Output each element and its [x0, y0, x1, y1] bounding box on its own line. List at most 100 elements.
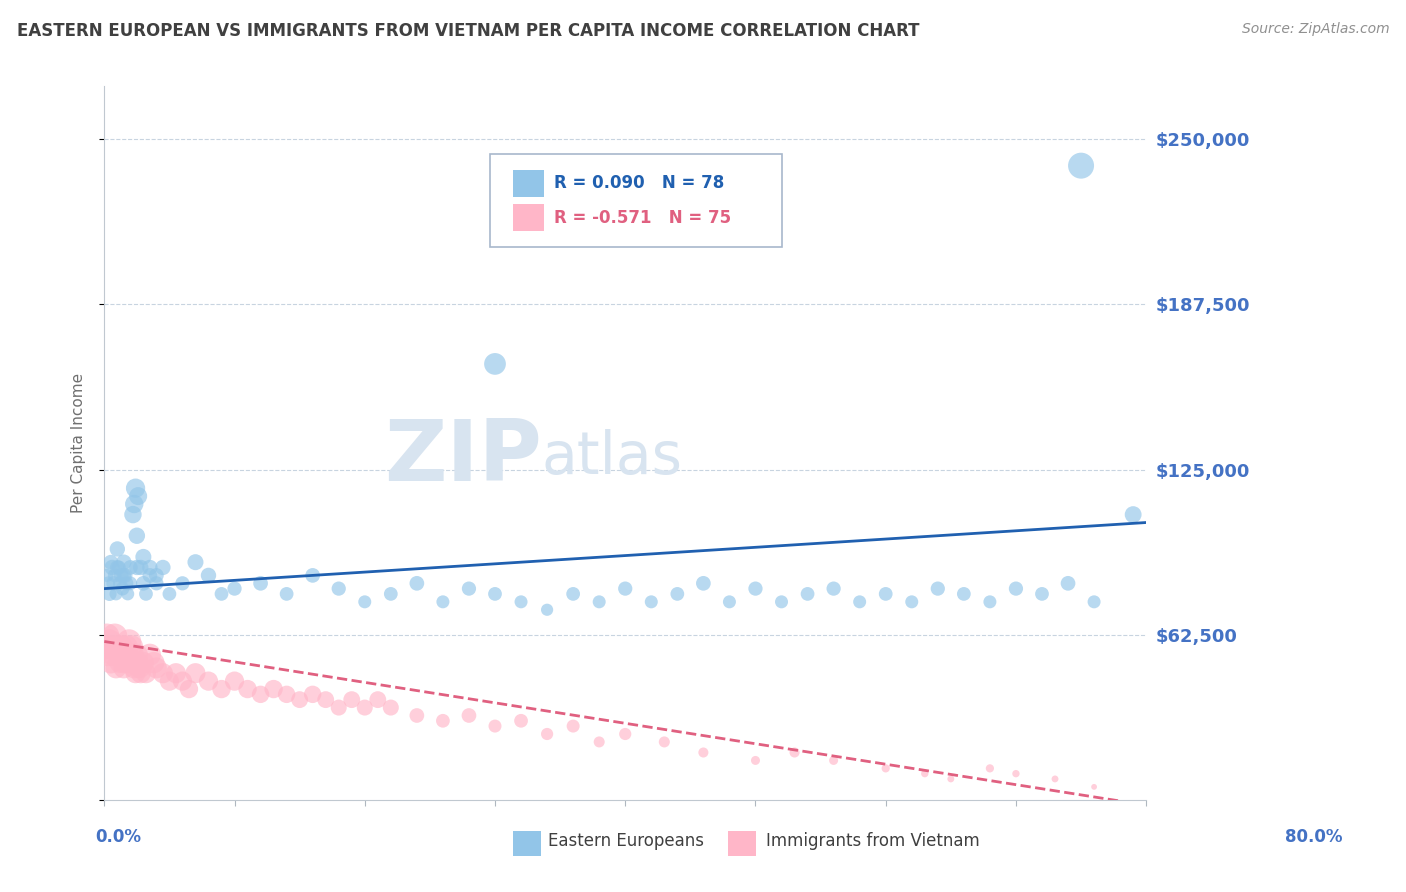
Point [939, 772, 962, 786]
Point [145, 576, 167, 591]
Point [128, 661, 150, 675]
Point [900, 595, 922, 609]
Point [770, 595, 793, 609]
Text: Immigrants from Vietnam: Immigrants from Vietnam [766, 832, 980, 850]
Point [927, 582, 949, 596]
Point [562, 719, 585, 733]
Point [112, 568, 135, 582]
Point [120, 576, 142, 591]
Point [107, 560, 129, 574]
Point [122, 508, 145, 522]
Point [125, 560, 148, 574]
Point [783, 746, 806, 760]
Point [152, 666, 174, 681]
Text: atlas: atlas [541, 429, 683, 486]
Point [98, 587, 121, 601]
Point [588, 595, 610, 609]
Point [105, 640, 128, 654]
Point [105, 587, 128, 601]
Bar [513, 169, 544, 197]
Text: 0.0%: 0.0% [96, 828, 142, 846]
Point [249, 687, 271, 701]
Point [458, 708, 481, 723]
Point [328, 700, 350, 714]
Text: EASTERN EUROPEAN VS IMMIGRANTS FROM VIETNAM PER CAPITA INCOME CORRELATION CHART: EASTERN EUROPEAN VS IMMIGRANTS FROM VIET… [17, 22, 920, 40]
Text: Source: ZipAtlas.com: Source: ZipAtlas.com [1241, 22, 1389, 37]
Point [1083, 595, 1105, 609]
Point [432, 595, 454, 609]
Point [197, 674, 219, 689]
Point [111, 648, 134, 662]
Text: R = -0.571   N = 75: R = -0.571 N = 75 [554, 209, 731, 227]
Point [139, 568, 162, 582]
Point [118, 634, 141, 648]
Point [132, 549, 155, 564]
Point [177, 681, 200, 696]
Point [1031, 587, 1053, 601]
Point [510, 595, 533, 609]
Point [105, 661, 128, 675]
Point [1043, 772, 1066, 786]
Point [276, 587, 298, 601]
Point [100, 656, 122, 670]
Point [172, 576, 194, 591]
Point [112, 555, 135, 569]
Point [145, 661, 167, 675]
Point [692, 746, 714, 760]
Point [157, 674, 180, 689]
Point [165, 666, 187, 681]
Point [157, 587, 180, 601]
Point [117, 648, 139, 662]
Point [614, 727, 637, 741]
Point [236, 681, 259, 696]
Point [129, 560, 152, 574]
Point [276, 687, 298, 701]
Point [97, 648, 120, 662]
Point [744, 582, 766, 596]
Point [536, 603, 558, 617]
Point [224, 674, 246, 689]
Text: Eastern Europeans: Eastern Europeans [548, 832, 704, 850]
Point [101, 560, 124, 574]
Point [914, 766, 936, 780]
Point [823, 582, 845, 596]
Point [184, 666, 207, 681]
Text: R = 0.090   N = 78: R = 0.090 N = 78 [554, 175, 724, 193]
Point [111, 582, 134, 596]
Point [135, 587, 157, 601]
Point [105, 541, 128, 556]
Bar [513, 204, 544, 231]
Point [979, 761, 1001, 775]
Point [979, 595, 1001, 609]
Point [125, 529, 148, 543]
Point [142, 656, 165, 670]
Point [249, 576, 271, 591]
Point [562, 587, 585, 601]
Point [315, 692, 337, 706]
Point [823, 754, 845, 768]
Point [510, 714, 533, 728]
Point [1005, 582, 1028, 596]
Point [114, 656, 136, 670]
Point [103, 576, 125, 591]
Point [152, 560, 174, 574]
Point [108, 656, 131, 670]
Point [640, 595, 662, 609]
Point [875, 587, 897, 601]
Point [380, 700, 402, 714]
Point [139, 560, 162, 574]
Point [588, 735, 610, 749]
Text: ZIP: ZIP [384, 416, 541, 499]
Point [353, 700, 375, 714]
Point [301, 687, 323, 701]
Point [211, 681, 233, 696]
Point [1070, 159, 1092, 173]
Point [652, 735, 675, 749]
Point [117, 587, 139, 601]
Point [1057, 576, 1080, 591]
Point [263, 681, 285, 696]
Point [100, 555, 122, 569]
Point [405, 576, 427, 591]
Point [115, 640, 138, 654]
Point [536, 727, 558, 741]
